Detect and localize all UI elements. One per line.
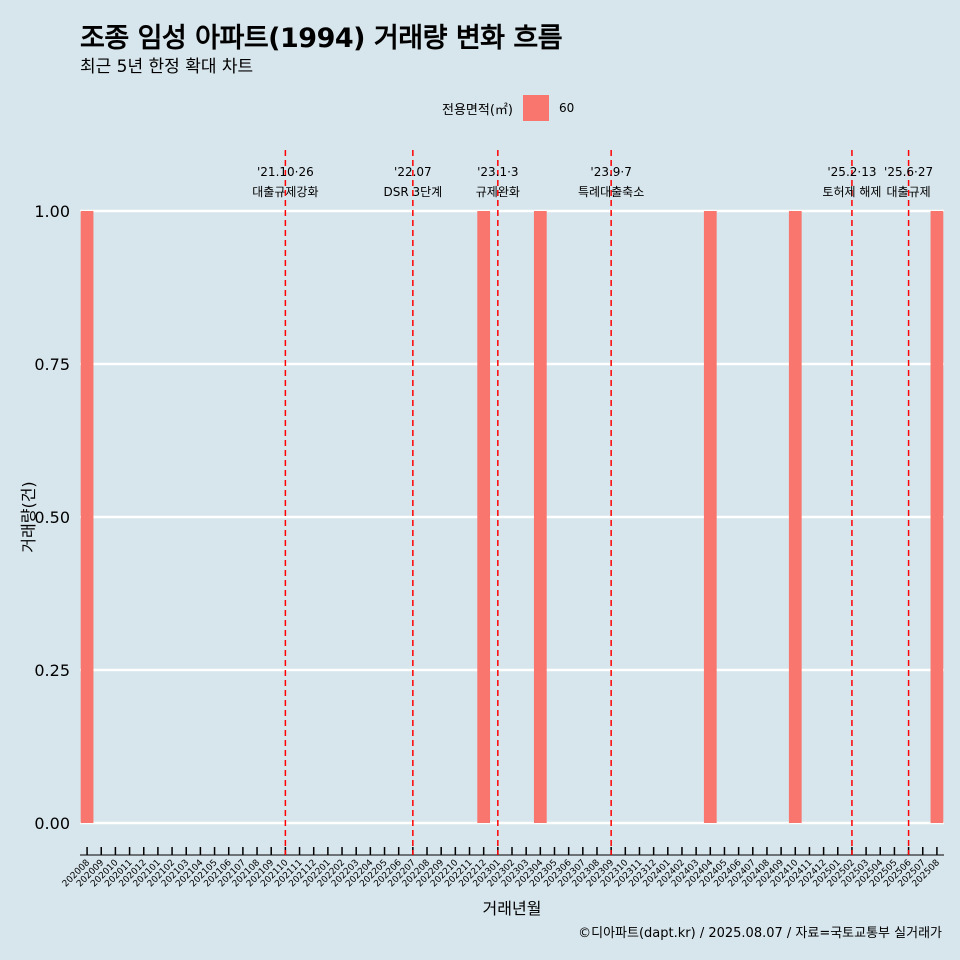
chart-subtitle: 최근 5년 한정 확대 차트 <box>80 57 254 77</box>
caption: ©디아파트(dapt.kr) / 2025.08.07 / 자료=국토교통부 실… <box>578 926 942 941</box>
bar <box>477 211 491 823</box>
y-tick-label: 0.25 <box>34 661 70 680</box>
event-date-label: '21.10·26 <box>257 165 314 179</box>
x-axis-title: 거래년월 <box>483 899 542 918</box>
legend-title: 전용면적(㎡) <box>442 102 513 118</box>
event-date-label: '23.1·3 <box>477 165 518 179</box>
bar <box>788 211 802 823</box>
y-tick-label: 1.00 <box>34 202 70 221</box>
legend-key-60 <box>522 95 549 121</box>
event-name-label: 토허제 해제 <box>822 185 881 199</box>
bar <box>533 211 547 823</box>
chart-title: 조종 임성 아파트(1994) 거래량 변화 흐름 <box>80 23 563 54</box>
y-tick-label: 0.50 <box>34 508 70 527</box>
y-axis-title: 거래량(건) <box>19 481 38 552</box>
event-name-label: 대출규제강화 <box>252 185 318 199</box>
event-date-label: '25.2·13 <box>827 165 876 179</box>
event-name-label: 대출규제 <box>887 185 931 199</box>
legend-label-60: 60 <box>558 101 575 115</box>
bar <box>930 211 944 823</box>
event-name-label: 특례대출축소 <box>578 185 644 199</box>
legend: 전용면적(㎡) 60 <box>442 94 574 122</box>
bar <box>80 211 94 823</box>
event-date-label: '23.9·7 <box>590 165 631 179</box>
event-date-label: '25.6·27 <box>884 165 933 179</box>
y-tick-label: 0.00 <box>34 814 70 833</box>
event-name-label: 규제완화 <box>476 185 520 199</box>
y-tick-label: 0.75 <box>34 355 70 374</box>
bar <box>703 211 717 823</box>
event-name-label: DSR 3단계 <box>383 185 442 199</box>
event-date-label: '22.07 <box>394 165 432 179</box>
